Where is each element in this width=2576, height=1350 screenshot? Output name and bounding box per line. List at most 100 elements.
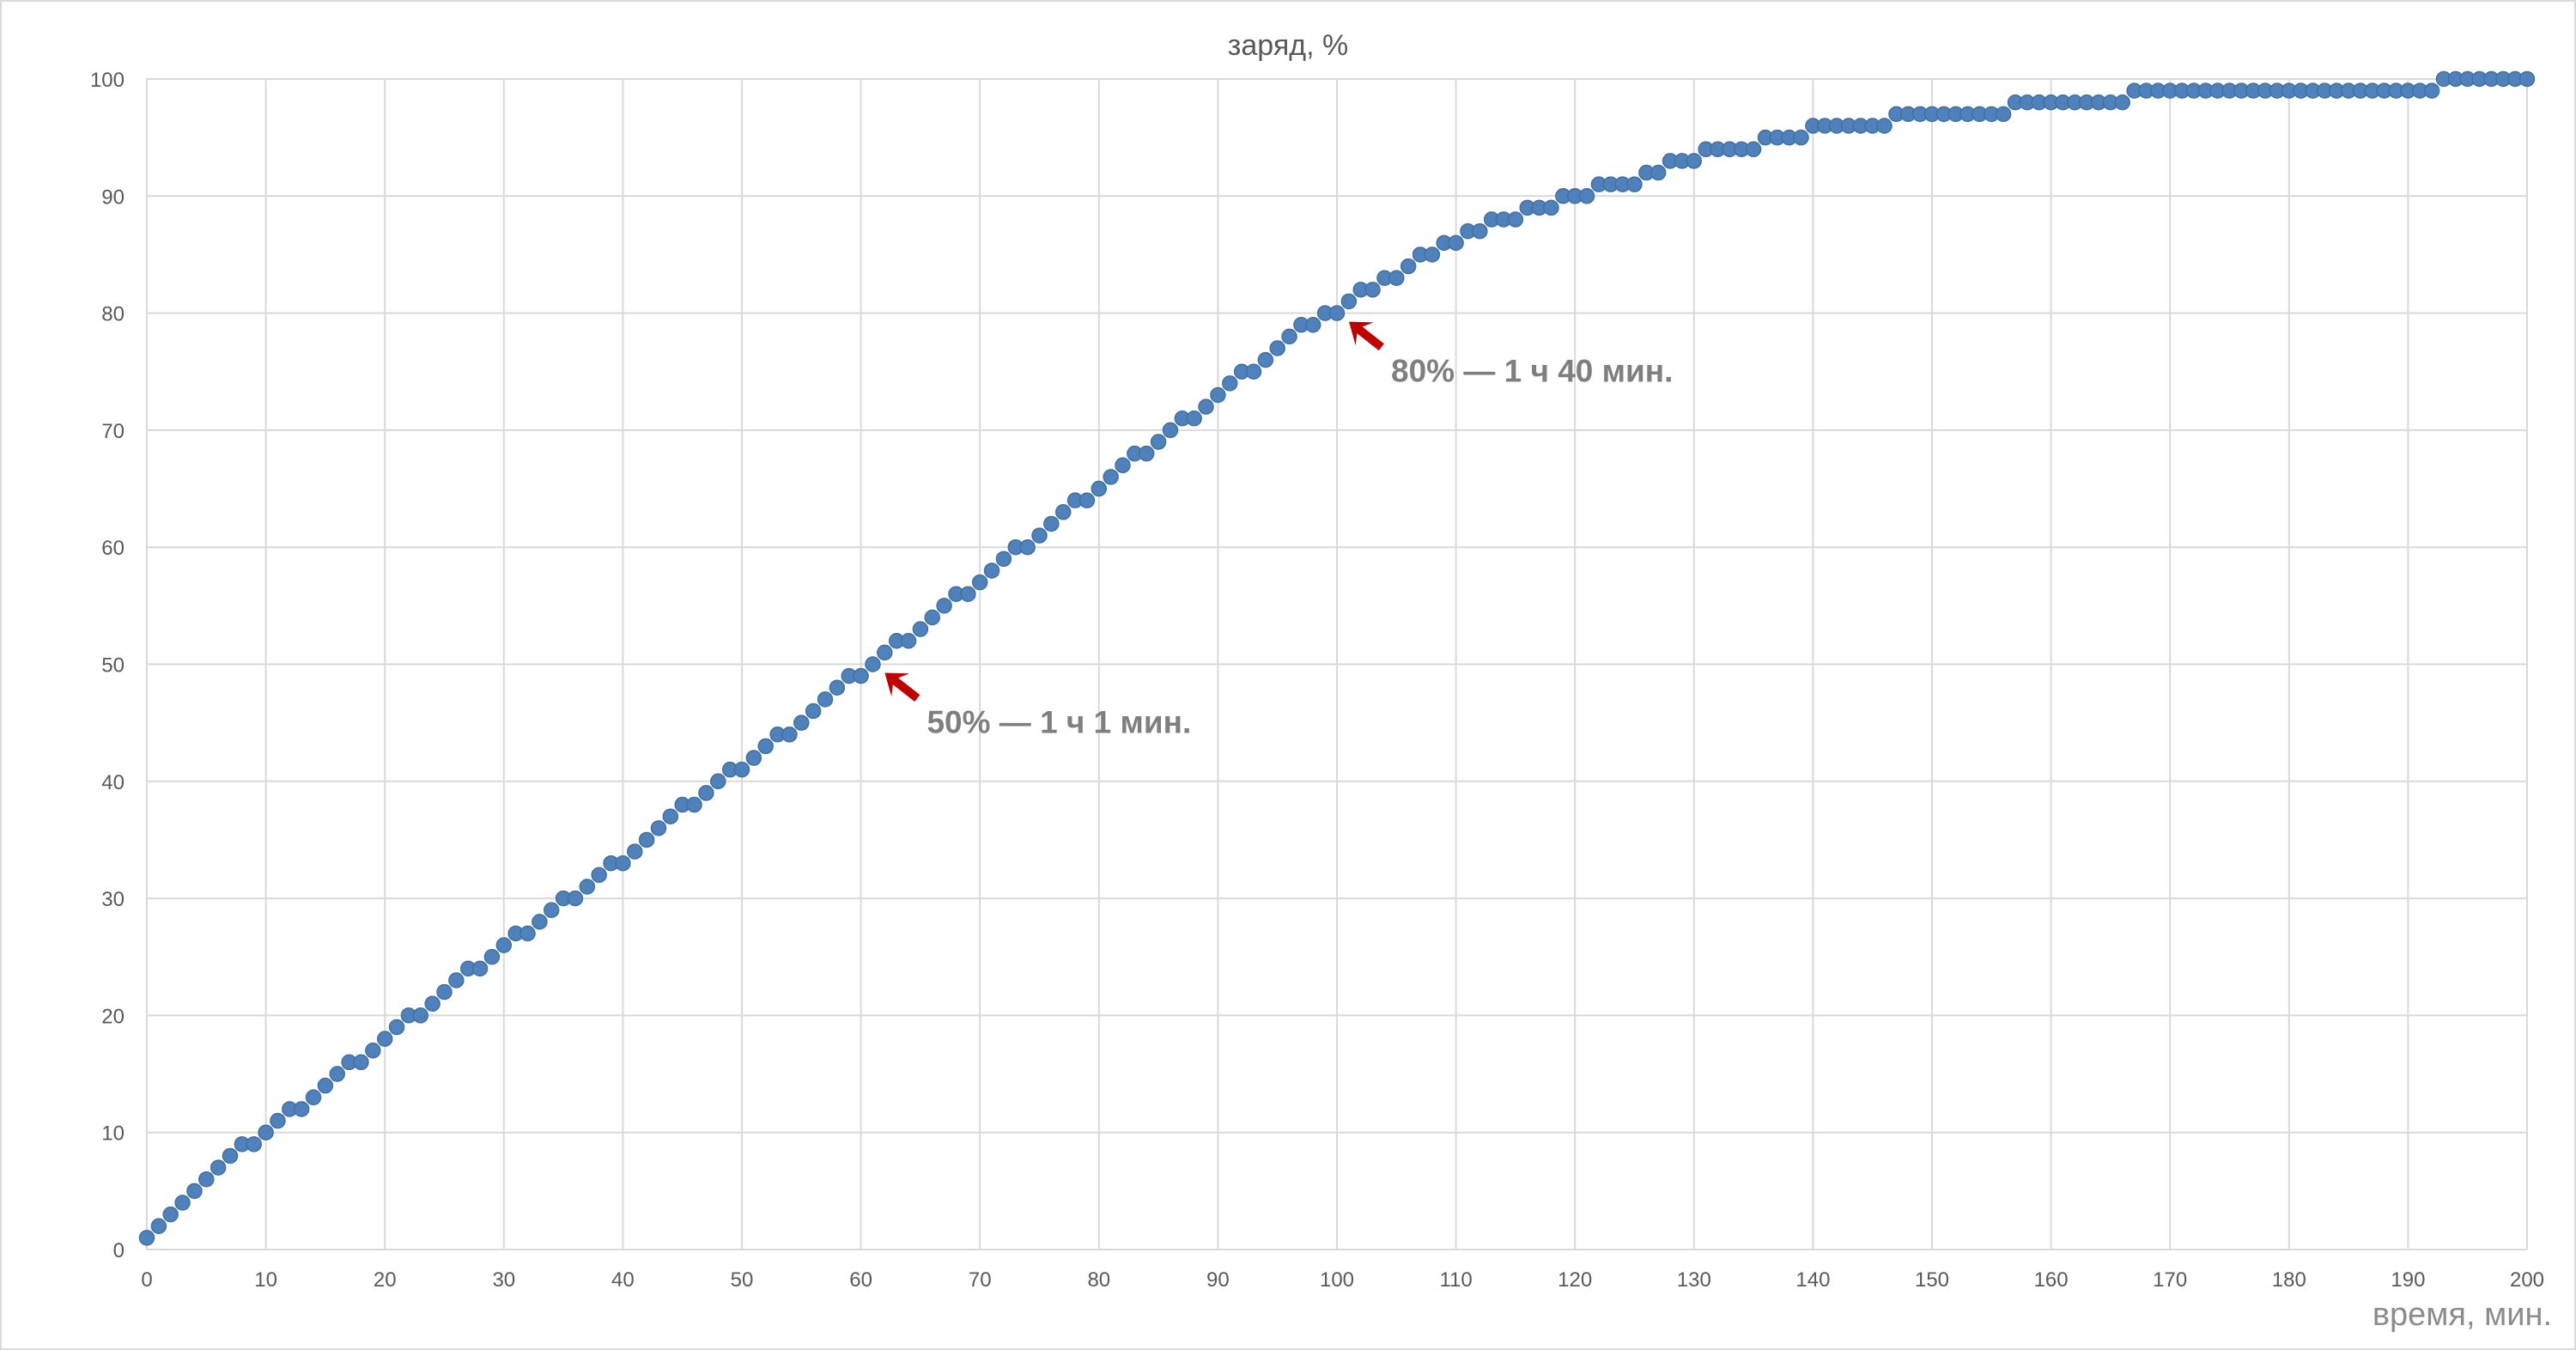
x-tick-label: 30 [492, 1268, 515, 1292]
data-point [222, 1147, 239, 1165]
data-point [662, 808, 679, 824]
x-tick-label: 50 [731, 1268, 754, 1292]
data-point [1649, 164, 1667, 181]
annotation-arrow [1349, 321, 1384, 351]
data-point [983, 562, 1000, 579]
data-point [781, 727, 798, 743]
x-tick-label: 80 [1087, 1268, 1110, 1292]
data-point [1543, 199, 1559, 216]
data-point [471, 960, 489, 977]
data-point [1745, 141, 1762, 158]
x-tick-label: 110 [1439, 1268, 1472, 1292]
chart-title: заряд, % [1228, 29, 1348, 62]
data-point [1281, 328, 1297, 345]
data-point [877, 644, 893, 661]
x-tick-label: 190 [2391, 1268, 2425, 1292]
data-point [1222, 375, 1238, 392]
x-axis-tick-labels: 0 10 20 30 40 50 60 70 80 90 100 110 120 130 140 150 160… [141, 1268, 2544, 1292]
data-point [591, 867, 607, 884]
data-point [829, 679, 846, 696]
data-point [495, 937, 513, 953]
data-point [638, 831, 655, 848]
data-point [210, 1159, 227, 1176]
data-point [1793, 129, 1809, 146]
y-axis-tick-labels: 0 10 20 30 40 50 60 70 80 90 100 [90, 69, 125, 1262]
y-tick-label: 100 [90, 69, 125, 92]
data-point [1388, 270, 1405, 286]
data-point [329, 1066, 346, 1082]
y-tick-label: 40 [101, 771, 125, 794]
data-point [365, 1043, 381, 1059]
data-point [579, 879, 596, 895]
x-tick-label: 140 [1795, 1268, 1830, 1292]
x-tick-label: 130 [1677, 1268, 1711, 1292]
data-point [1578, 188, 1595, 204]
data-point [305, 1089, 322, 1106]
data-point [376, 1031, 393, 1047]
y-tick-label: 60 [101, 537, 125, 560]
y-tick-label: 80 [101, 303, 125, 326]
data-point [1043, 515, 1060, 532]
data-point [698, 785, 714, 801]
data-point [757, 738, 774, 755]
data-point [317, 1077, 334, 1094]
x-tick-label: 150 [1915, 1268, 1949, 1292]
data-point [436, 983, 453, 1000]
data-point [258, 1124, 274, 1140]
data-point [686, 796, 702, 813]
x-tick-label: 170 [2153, 1268, 2187, 1292]
data-point [1472, 222, 1488, 240]
data-point [733, 761, 750, 778]
data-point [1305, 316, 1321, 333]
data-point [1269, 340, 1285, 356]
grid [146, 78, 2528, 1250]
data-point [924, 609, 941, 626]
y-tick-label: 30 [101, 888, 125, 911]
data-point [805, 702, 822, 720]
data-point [2518, 70, 2536, 88]
data-point [1150, 434, 1167, 450]
x-tick-label: 70 [969, 1268, 992, 1292]
x-axis-title: время, мин. [2372, 1297, 2552, 1333]
data-point [150, 1218, 167, 1234]
x-tick-label: 160 [2034, 1268, 2069, 1292]
data-point [138, 1230, 155, 1246]
y-tick-label: 50 [101, 654, 125, 678]
data-point [483, 949, 501, 965]
data-point [1995, 106, 2012, 123]
data-point [424, 995, 440, 1012]
data-point [1186, 410, 1202, 427]
data-point [817, 691, 834, 708]
annotations: 50% — 1 ч 1 мин. 80% — 1 ч 40 мин. [884, 321, 1673, 740]
data-point [1364, 282, 1381, 298]
data-point [162, 1206, 179, 1223]
annotation-label: 80% — 1 ч 40 мин. [1391, 354, 1673, 389]
x-tick-label: 120 [1558, 1268, 1592, 1292]
x-tick-label: 60 [849, 1268, 872, 1292]
data-point [1162, 422, 1179, 439]
data-point [900, 632, 917, 649]
data-point [971, 574, 988, 591]
x-tick-label: 180 [2272, 1268, 2306, 1292]
data-point [1103, 469, 1119, 485]
data-point [1507, 211, 1524, 228]
x-tick-label: 100 [1320, 1268, 1354, 1292]
data-point [912, 621, 929, 637]
x-tick-label: 0 [141, 1268, 152, 1292]
data-point [615, 854, 631, 872]
data-point [532, 914, 548, 930]
data-point [745, 750, 762, 766]
data-point [936, 598, 952, 614]
annotation-arrow [884, 672, 920, 702]
arrow-shape [1349, 321, 1384, 351]
data-point [710, 773, 726, 790]
data-point [1138, 445, 1155, 462]
x-tick-label: 200 [2510, 1268, 2544, 1292]
data-point [293, 1101, 310, 1117]
data-point [650, 820, 667, 836]
data-point [1340, 293, 1358, 310]
data-point [1626, 176, 1643, 192]
data-point [198, 1171, 215, 1188]
